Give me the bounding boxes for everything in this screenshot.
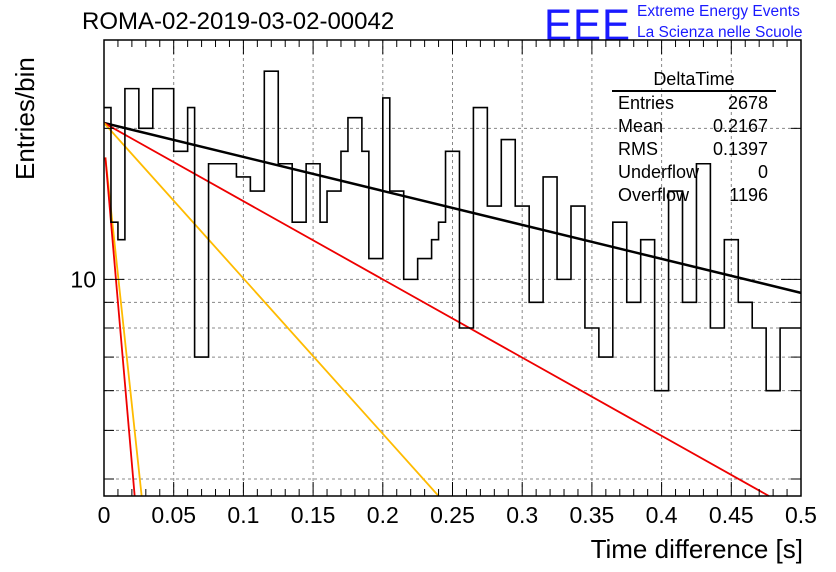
stat-label: Underflow	[618, 162, 700, 182]
fit-curve-0	[103, 121, 802, 295]
stat-label: Overflow	[618, 185, 690, 205]
x-tick-label: 0.25	[430, 502, 475, 528]
x-tick-label: 0.05	[151, 502, 196, 528]
fit-curve-2	[103, 122, 440, 497]
stat-row-overflow: Overflow 1196	[618, 184, 776, 207]
stat-value: 0.2167	[712, 116, 768, 136]
stat-value: 2678	[727, 93, 768, 113]
stat-label: RMS	[618, 139, 658, 159]
x-tick-label: 0.1	[227, 502, 259, 528]
x-tick-label: 0.5	[785, 502, 817, 528]
x-tick-label: 0.35	[570, 502, 615, 528]
x-tick-label: 0.15	[291, 502, 336, 528]
stat-value: 0.1397	[712, 139, 768, 159]
eee-logo: EEE	[544, 0, 632, 50]
x-tick-label: 0.45	[709, 502, 754, 528]
stat-row-underflow: Underflow 0	[618, 161, 776, 184]
stat-label: Mean	[618, 116, 664, 136]
stat-row-mean: Mean 0.2167	[618, 115, 776, 138]
stats-title: DeltaTime	[612, 68, 776, 92]
y-tick-label: 10	[70, 266, 96, 292]
stat-value: 1196	[729, 185, 768, 205]
chart-title: ROMA-02-2019-03-02-00042	[82, 8, 395, 35]
x-tick-label: 0	[98, 502, 111, 528]
stats-box: DeltaTime Entries 2678 Mean 0.2167 RMS 0…	[612, 68, 776, 210]
fit-curve-1	[103, 122, 770, 497]
stat-value: 0	[757, 162, 768, 182]
histogram-outline	[104, 70, 801, 392]
stat-row-entries: Entries 2678	[618, 92, 776, 115]
stat-row-rms: RMS 0.1397	[618, 138, 776, 161]
x-axis-label: Time difference [s]	[590, 534, 803, 564]
stat-label: Entries	[618, 93, 675, 113]
logo-subtitle-1: Extreme Energy Events	[637, 3, 800, 20]
x-tick-label: 0.2	[367, 502, 399, 528]
logo-subtitle-2: La Scienza nelle Scuole	[637, 24, 803, 41]
x-tick-label: 0.4	[646, 502, 678, 528]
fit-curve-4	[104, 157, 136, 497]
x-tick-label: 0.3	[506, 502, 538, 528]
